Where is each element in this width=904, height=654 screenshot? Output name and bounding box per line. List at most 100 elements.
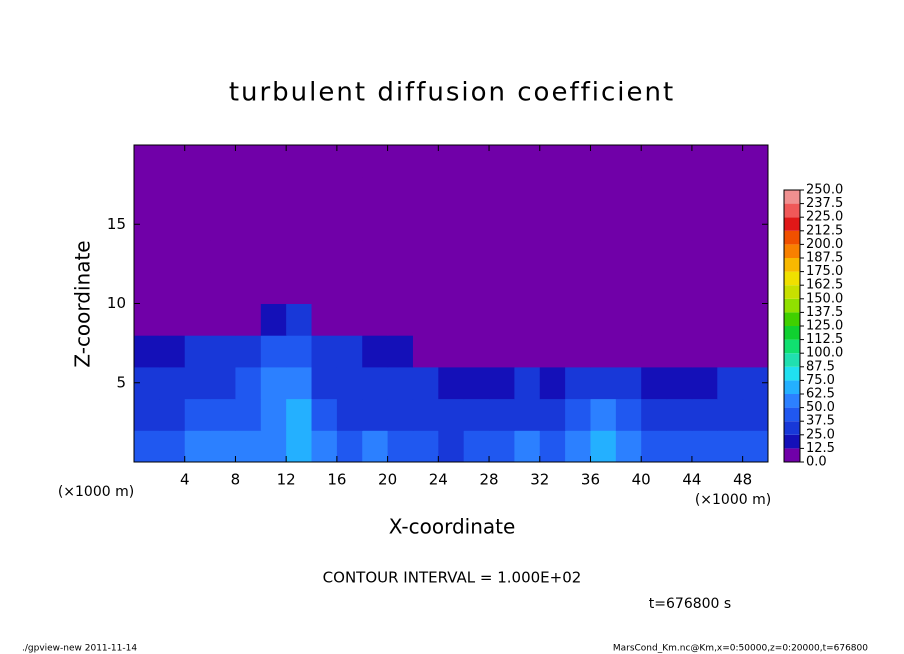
field-cell (691, 145, 718, 178)
field-cell (235, 366, 262, 400)
field-cell (159, 303, 186, 336)
field-cell (539, 398, 566, 431)
x-tick-label: 36 (581, 471, 600, 489)
field-cell (235, 176, 262, 209)
field-cell (691, 176, 718, 209)
field-cell (412, 303, 439, 336)
field-cell (387, 303, 414, 336)
field-cell (438, 176, 465, 209)
x-tick-label: 4 (180, 471, 190, 489)
field-cell (666, 398, 693, 431)
colorbar-label: 187.5 (806, 251, 843, 266)
field-cell (260, 240, 287, 273)
field-cell (184, 176, 211, 209)
field-cell (311, 366, 338, 400)
field-cell (565, 303, 591, 336)
field-cell (565, 366, 591, 400)
field-cell (590, 240, 617, 273)
field-cell (489, 430, 515, 463)
chart-title: turbulent diffusion coefficient (229, 78, 675, 108)
x-tick-label: 8 (231, 471, 241, 489)
field-cell (742, 335, 769, 368)
colorbar-label: 175.0 (806, 264, 843, 279)
field-cell (412, 366, 439, 400)
x-axis-label: X-coordinate (389, 515, 516, 539)
field-cell (286, 271, 313, 304)
field-cell (336, 335, 363, 368)
field-cell (362, 208, 389, 241)
colorbar-swatch (784, 271, 800, 286)
field-cell (514, 271, 541, 304)
colorbar-label: 12.5 (806, 441, 835, 456)
field-cell (742, 271, 769, 304)
field-cell (210, 430, 236, 463)
field-cell (210, 145, 236, 178)
colorbar-label: 137.5 (806, 305, 843, 320)
field-cell (311, 240, 338, 273)
field-cell (514, 398, 541, 431)
field-cell (311, 398, 338, 431)
field-cell (641, 208, 668, 241)
field-cell (412, 398, 439, 431)
field-cell (438, 271, 465, 304)
field-cell (336, 240, 363, 273)
field-cell (134, 145, 160, 178)
field-cell (539, 430, 566, 463)
field-cell (412, 176, 439, 209)
field-cell (286, 303, 313, 336)
field-cell (717, 303, 744, 336)
field-cell (666, 145, 693, 178)
field-cell (260, 176, 287, 209)
field-cell (235, 208, 262, 241)
field-cell (387, 176, 414, 209)
colorbar-label: 125.0 (806, 319, 843, 334)
field-cell (184, 430, 211, 463)
field-cell (286, 366, 313, 400)
field-cell (717, 398, 744, 431)
field-cell (641, 240, 668, 273)
field-cell (666, 430, 693, 463)
field-cell (286, 145, 313, 178)
field-cell (387, 398, 414, 431)
field-cell (590, 335, 617, 368)
colorbar-swatch (784, 285, 800, 299)
field-cell (260, 145, 287, 178)
field-cell (311, 271, 338, 304)
colorbar-swatch (784, 244, 800, 258)
field-cell (362, 398, 389, 431)
field-cell (362, 145, 389, 178)
field-cell (387, 240, 414, 273)
field-cell (666, 240, 693, 273)
field-cell (463, 335, 490, 368)
field-cell (311, 145, 338, 178)
colorbar-swatch (784, 394, 800, 408)
field-cell (691, 240, 718, 273)
field-cell (210, 366, 236, 400)
colorbar-swatch (784, 203, 800, 218)
field-cell (463, 271, 490, 304)
colorbar-label: 150.0 (806, 291, 843, 306)
field-cell (717, 240, 744, 273)
field-cell (311, 430, 338, 463)
field-cell (134, 271, 160, 304)
field-cell (489, 303, 515, 336)
field-cell (260, 430, 287, 463)
field-cell (742, 398, 769, 431)
field-cell (311, 176, 338, 209)
field-cell (286, 398, 313, 431)
x-tick-label: 28 (479, 471, 498, 489)
field-cell (489, 176, 515, 209)
field-cell (159, 335, 186, 368)
field-cell (539, 271, 566, 304)
field-cell (539, 145, 566, 178)
field-cell (336, 398, 363, 431)
colorbar-swatch (784, 353, 800, 367)
field-cell (260, 335, 287, 368)
colorbar-label: 75.0 (806, 373, 835, 388)
field-cell (387, 271, 414, 304)
field-cell (691, 335, 718, 368)
colorbar-label: 25.0 (806, 427, 835, 442)
field-cell (539, 240, 566, 273)
colorbar-swatch (784, 312, 800, 326)
